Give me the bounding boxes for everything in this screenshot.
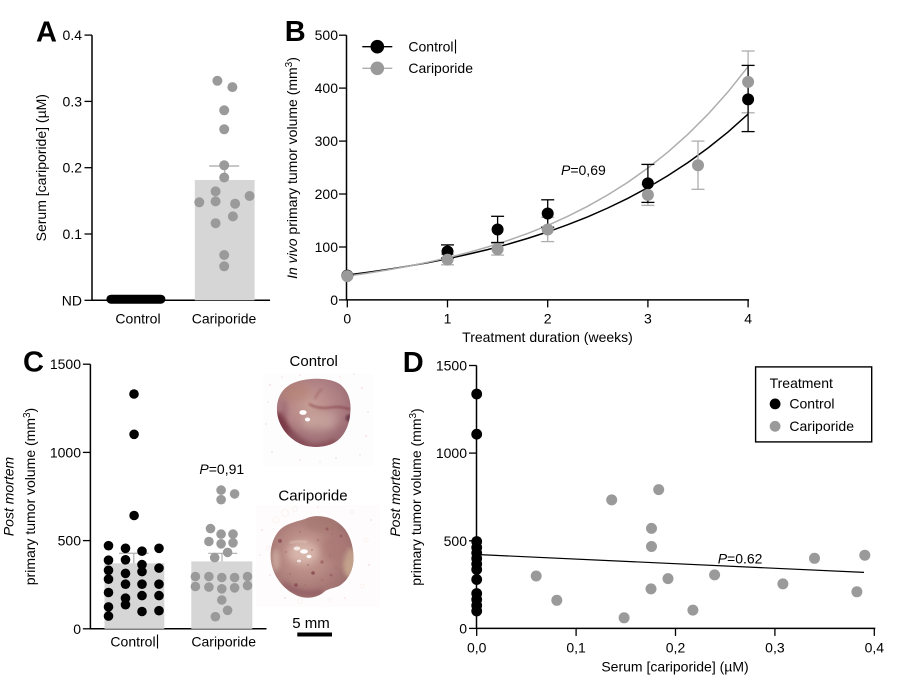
svg-text:0: 0	[330, 292, 338, 308]
svg-text:0,0: 0,0	[467, 640, 487, 656]
svg-text:primary tumor volume (mm3): primary tumor volume (mm3)	[408, 408, 424, 585]
svg-text:0,2: 0,2	[666, 640, 686, 656]
svg-text:D: D	[403, 347, 424, 379]
svg-text:100: 100	[315, 239, 339, 255]
svg-text:primary tumor volume (mm3): primary tumor volume (mm3)	[22, 408, 38, 585]
svg-text:P=0,69: P=0,69	[561, 162, 606, 178]
svg-text:300: 300	[315, 133, 339, 149]
svg-text:A: A	[36, 17, 57, 49]
svg-text:0: 0	[459, 620, 467, 636]
svg-text:Post mortem: Post mortem	[1, 456, 17, 536]
svg-text:1000: 1000	[50, 444, 81, 460]
svg-text:B: B	[285, 16, 306, 48]
svg-text:ND: ND	[62, 292, 82, 308]
svg-text:500: 500	[315, 27, 339, 43]
svg-text:Treatment: Treatment	[770, 375, 833, 391]
svg-text:Control: Control	[408, 38, 453, 54]
svg-text:Control: Control	[115, 311, 160, 327]
svg-text:0.1: 0.1	[63, 226, 83, 242]
svg-text:Cariporide: Cariporide	[192, 311, 257, 327]
svg-text:Control: Control	[290, 353, 338, 370]
svg-text:2: 2	[544, 311, 552, 327]
svg-text:0.4: 0.4	[63, 27, 83, 43]
svg-text:0,4: 0,4	[865, 640, 885, 656]
svg-text:Treatment duration (weeks): Treatment duration (weeks)	[462, 329, 633, 345]
svg-text:Control: Control	[110, 633, 155, 649]
svg-text:Cariporide: Cariporide	[408, 60, 473, 76]
svg-text:200: 200	[315, 186, 339, 202]
svg-text:5 mm: 5 mm	[292, 615, 330, 632]
svg-text:500: 500	[444, 533, 468, 549]
svg-text:1500: 1500	[50, 356, 81, 372]
svg-text:C: C	[23, 347, 44, 379]
svg-text:Control: Control	[789, 396, 834, 412]
svg-text:0: 0	[73, 621, 81, 637]
svg-text:0: 0	[343, 311, 351, 327]
svg-text:1000: 1000	[436, 445, 467, 461]
svg-text:0,3: 0,3	[765, 640, 785, 656]
svg-text:Cariporide: Cariporide	[789, 418, 854, 434]
svg-text:Post mortem: Post mortem	[387, 457, 403, 537]
svg-text:400: 400	[315, 80, 339, 96]
svg-text:500: 500	[58, 533, 82, 549]
svg-text:4: 4	[744, 311, 752, 327]
svg-text:In vivo primary tumor volume (: In vivo primary tumor volume (mm3)	[284, 57, 300, 279]
svg-text:0.3: 0.3	[63, 93, 83, 109]
svg-text:P=0.62: P=0.62	[718, 551, 763, 567]
svg-text:Cariporide: Cariporide	[191, 633, 256, 649]
svg-text:1: 1	[444, 311, 452, 327]
svg-text:1500: 1500	[436, 358, 467, 374]
svg-text:Cariporide: Cariporide	[278, 488, 347, 505]
svg-text:Serum [cariporide] (µM): Serum [cariporide] (µM)	[33, 94, 49, 241]
svg-text:0.2: 0.2	[63, 160, 83, 176]
svg-text:0,1: 0,1	[566, 640, 586, 656]
svg-text:3: 3	[644, 311, 652, 327]
svg-text:Serum [cariporide] (µM): Serum [cariporide] (µM)	[601, 659, 748, 675]
svg-text:P=0,91: P=0,91	[199, 461, 244, 477]
